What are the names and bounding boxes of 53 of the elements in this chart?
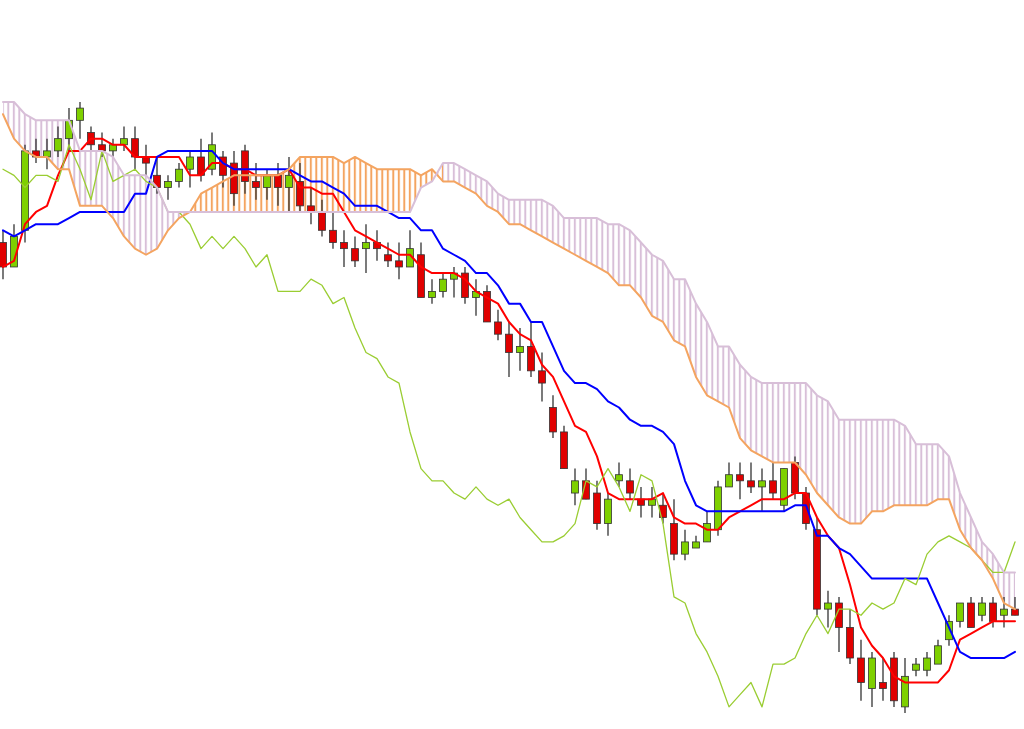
candlestick — [131, 125, 139, 170]
candlestick — [252, 162, 260, 201]
candlestick — [428, 278, 436, 305]
candlestick — [824, 590, 832, 629]
candlestick — [395, 241, 403, 280]
candlestick — [494, 309, 502, 341]
candlestick — [703, 510, 711, 543]
candlestick — [923, 651, 931, 677]
candlestick — [186, 150, 194, 189]
candlestick — [626, 467, 634, 500]
candlestick — [934, 639, 942, 665]
candlestick — [989, 596, 997, 629]
candlestick — [516, 327, 524, 372]
candlestick — [439, 272, 447, 299]
candlestick — [274, 162, 282, 207]
candlestick — [109, 138, 117, 158]
candlestick — [384, 241, 392, 268]
candlestick — [648, 486, 656, 519]
candlestick — [43, 138, 51, 170]
candlestick — [76, 101, 84, 140]
candlestick — [879, 657, 887, 702]
candlestick — [54, 125, 62, 158]
candlestick — [615, 461, 623, 488]
candlestick — [505, 321, 513, 378]
candlestick — [197, 138, 205, 183]
candlestick — [1000, 596, 1008, 629]
candlestick — [538, 351, 546, 403]
candlestick — [681, 529, 689, 561]
candlestick — [120, 125, 128, 152]
candlestick — [725, 461, 733, 488]
candlestick — [747, 461, 755, 494]
candlestick — [318, 199, 326, 238]
candlestick — [637, 486, 645, 519]
candlestick — [351, 235, 359, 268]
candlestick — [571, 467, 579, 506]
candlestick — [175, 162, 183, 189]
candlestick — [340, 229, 348, 268]
candlestick — [164, 174, 172, 201]
candlestick — [98, 131, 106, 158]
candlestick — [329, 211, 337, 250]
candlestick — [142, 144, 150, 176]
candlestick — [912, 657, 920, 677]
candlestick — [285, 156, 293, 213]
candlestick — [769, 461, 777, 500]
candlestick — [307, 186, 315, 225]
candlestick — [362, 223, 370, 274]
candlestick — [736, 461, 744, 500]
candlestick — [978, 596, 986, 622]
candlestick — [1011, 596, 1019, 616]
candlestick — [758, 467, 766, 513]
candlestick — [406, 229, 414, 268]
candlestick — [956, 602, 964, 629]
candlestick — [263, 168, 271, 201]
